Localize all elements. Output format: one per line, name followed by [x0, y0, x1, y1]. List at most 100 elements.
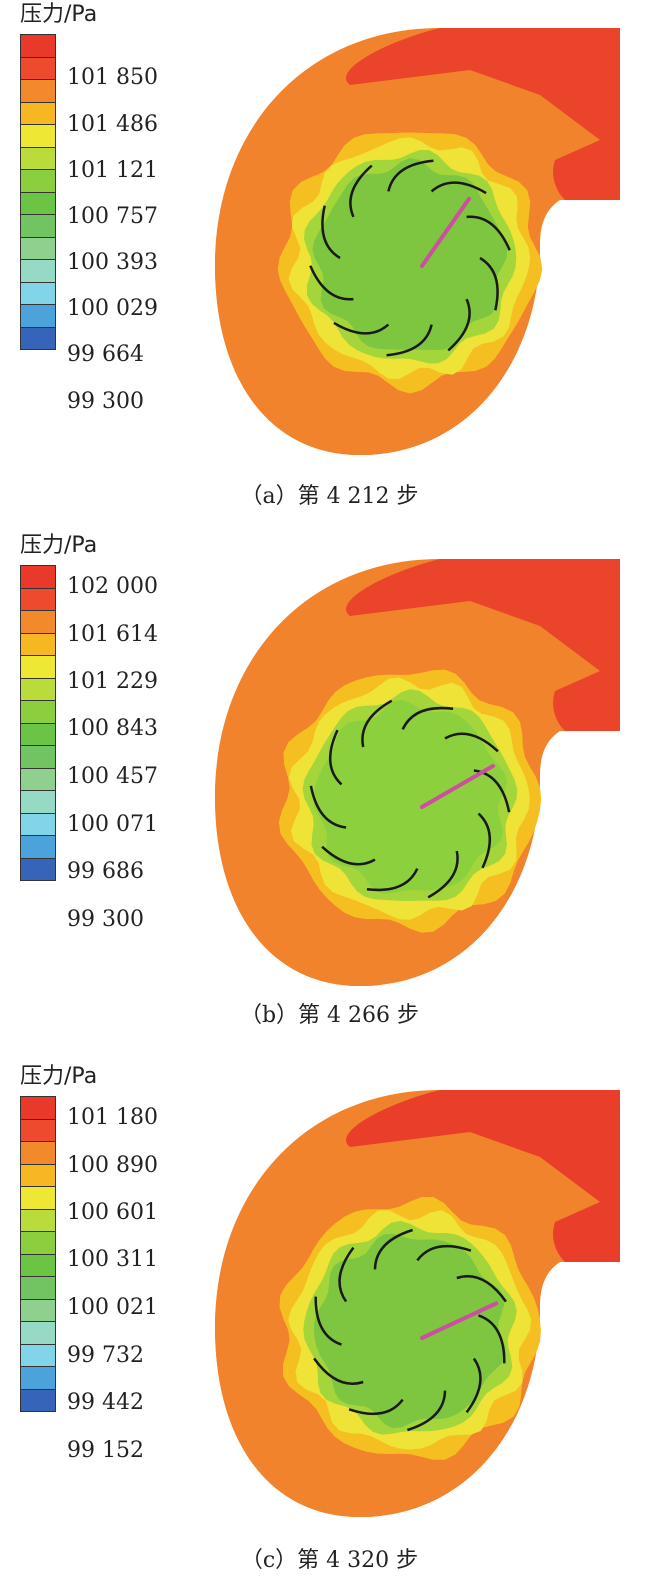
impeller-core: [313, 699, 507, 894]
legend-tick: 101 486: [67, 112, 158, 137]
impeller-blade: [477, 812, 491, 869]
legend-swatch: [20, 655, 56, 678]
impeller-blade: [386, 324, 433, 357]
impeller-blade: [479, 256, 499, 311]
legend-tick: 99 442: [67, 1390, 144, 1415]
legend-tick: 99 300: [67, 907, 144, 932]
impeller-blade: [313, 1357, 364, 1385]
legend-tick: 100 757: [67, 204, 158, 229]
legend-swatch: [20, 857, 56, 881]
legend-swatch: [20, 812, 56, 835]
impeller-blade: [309, 265, 354, 301]
impeller-core: [313, 1233, 506, 1429]
legend-tick: 100 311: [67, 1247, 158, 1272]
legend-tick: 101 850: [67, 65, 158, 90]
legend-tick: 99 664: [67, 342, 144, 367]
legend-swatch: [20, 259, 56, 282]
legend-swatch: [20, 700, 56, 723]
legend-swatch: [20, 722, 56, 745]
fan-pressure-contour: [215, 28, 620, 456]
legend-tick: 101 614: [67, 622, 158, 647]
legend-title: 压力/Pa: [20, 533, 98, 558]
legend-swatch: [20, 1253, 56, 1276]
outlet-high-pressure-zone: [346, 28, 620, 200]
legend-swatch: [20, 1118, 56, 1141]
legend-swatch: [20, 632, 56, 655]
legend-swatch: [20, 767, 56, 790]
panel-caption: （c）第 4 320 步: [240, 1548, 419, 1573]
legend-tick: 101 180: [67, 1105, 158, 1130]
legend-tick: 101 121: [67, 158, 158, 183]
impeller-blade: [387, 159, 434, 192]
legend-tick: 100 601: [67, 1200, 158, 1225]
legend-swatch: [20, 1208, 56, 1231]
impeller-blade: [309, 785, 347, 829]
impeller-blade: [401, 706, 454, 730]
impeller-blade: [478, 1314, 506, 1364]
legend-swatch: [20, 1163, 56, 1186]
legend-title: 压力/Pa: [20, 2, 98, 27]
legend-swatch: [20, 304, 56, 327]
fan-pressure-contour: [215, 559, 620, 986]
legend-swatch: [20, 56, 56, 79]
legend-swatch: [20, 1366, 56, 1389]
impeller-blade: [348, 1398, 404, 1416]
legend-tick: 100 890: [67, 1153, 158, 1178]
pressure-panel-b: 压力/Pa 102 000 101 614 101 229 100 843 10…: [0, 531, 659, 1062]
legend-swatch: [20, 326, 56, 350]
legend-swatch: [20, 1321, 56, 1344]
legend-swatch: [20, 236, 56, 259]
legend-title: 压力/Pa: [20, 1064, 98, 1089]
legend-swatch: [20, 587, 56, 610]
impeller-blade: [466, 215, 511, 251]
impeller-core: [312, 158, 508, 350]
legend-swatch: [20, 79, 56, 102]
impeller-blade: [407, 1390, 447, 1432]
color-legend: [20, 565, 56, 881]
impeller-blade: [349, 164, 373, 218]
legend-swatch: [20, 1343, 56, 1366]
blade-reference-line: [420, 196, 472, 268]
legend-tick: 99 152: [67, 1438, 144, 1463]
legend-swatch: [20, 124, 56, 147]
impeller-blade: [456, 1275, 507, 1303]
legend-swatch: [20, 745, 56, 768]
fan-pressure-contour: [215, 1090, 620, 1517]
impeller-blade: [329, 729, 343, 786]
legend-swatch: [20, 1388, 56, 1412]
blade-reference-line: [420, 764, 496, 809]
impeller-blade: [333, 321, 390, 335]
pressure-panel-c: 压力/Pa 101 180 100 890 100 601 100 311 10…: [0, 1062, 659, 1593]
impeller-blade: [321, 845, 376, 866]
impeller-blade: [366, 868, 419, 892]
legend-swatch: [20, 677, 56, 700]
legend-swatch: [20, 1186, 56, 1209]
legend-swatch: [20, 101, 56, 124]
color-legend: [20, 1096, 56, 1412]
legend-swatch: [20, 610, 56, 633]
legend-tick: 101 229: [67, 669, 158, 694]
legend-tick: 100 021: [67, 1295, 158, 1320]
legend-tick: 99 732: [67, 1343, 144, 1368]
legend-swatch: [20, 146, 56, 169]
impeller-blade: [314, 1296, 342, 1346]
impeller-blade: [444, 732, 499, 753]
legend-swatch: [20, 169, 56, 192]
impeller-blade: [416, 1244, 472, 1262]
legend-swatch: [20, 1141, 56, 1164]
legend-swatch: [20, 1298, 56, 1321]
legend-tick: 100 457: [67, 764, 158, 789]
legend-swatch: [20, 565, 56, 588]
impeller-blade: [321, 205, 341, 260]
outlet-high-pressure-zone: [346, 1090, 620, 1262]
impeller-blade: [430, 181, 487, 195]
legend-swatch: [20, 281, 56, 304]
impeller-blade: [465, 1357, 482, 1414]
legend-tick: 100 843: [67, 716, 158, 741]
legend-swatch: [20, 835, 56, 858]
legend-tick: 99 686: [67, 859, 144, 884]
impeller-blade: [361, 699, 393, 748]
panel-caption: （a）第 4 212 步: [240, 484, 419, 509]
panel-caption: （b）第 4 266 步: [239, 1003, 420, 1028]
legend-swatch: [20, 1276, 56, 1299]
